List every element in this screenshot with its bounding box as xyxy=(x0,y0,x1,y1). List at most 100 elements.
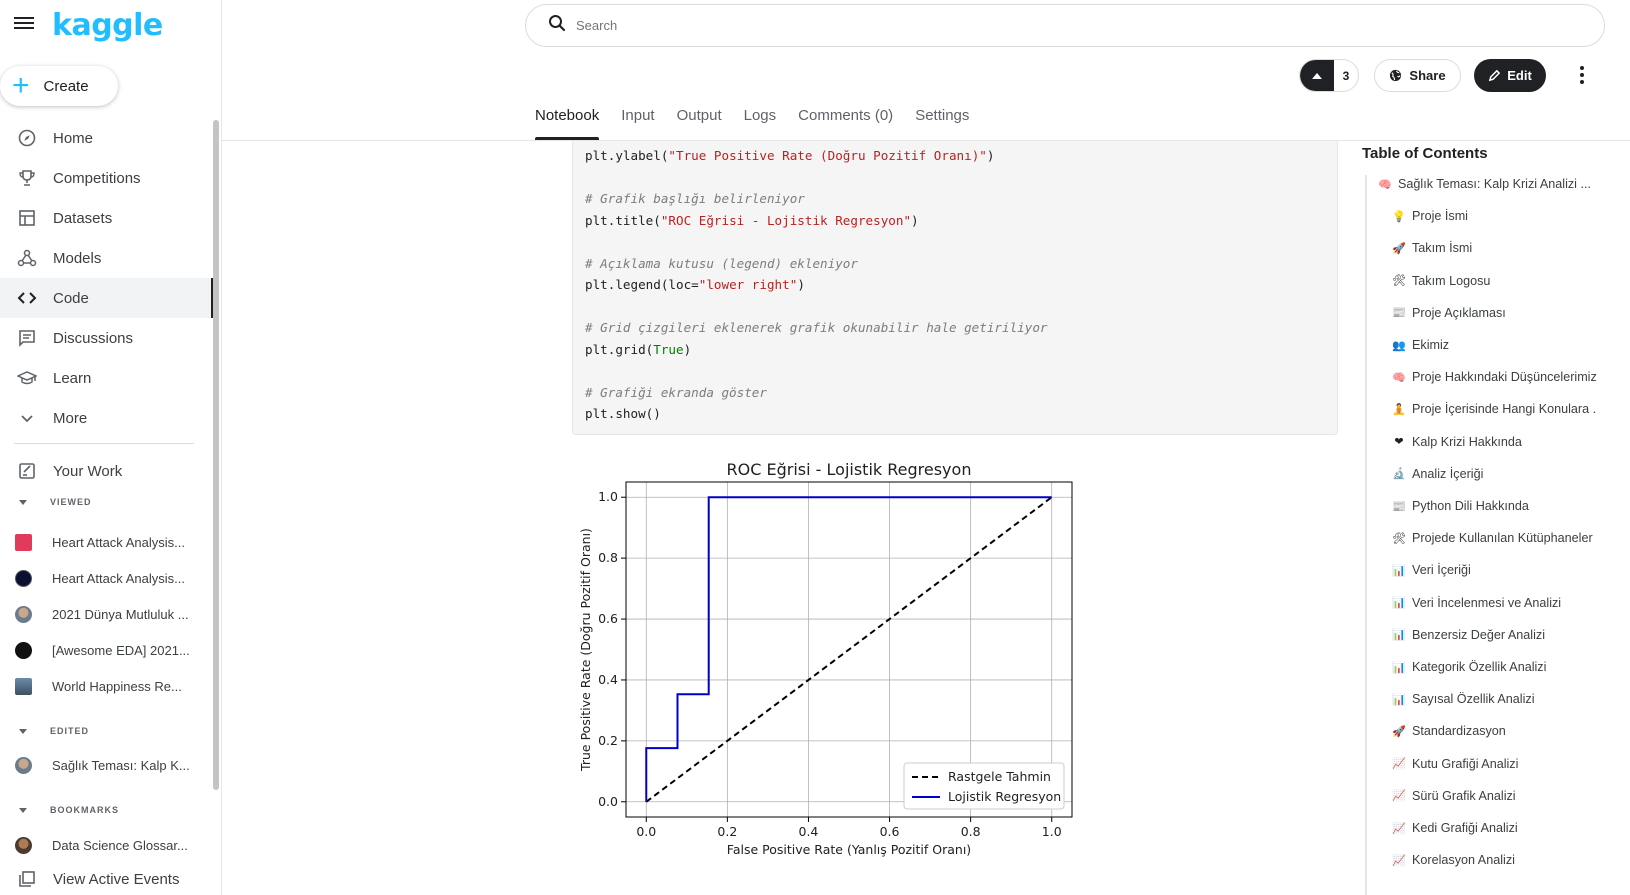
toc-emoji-icon: 📈 xyxy=(1392,758,1406,771)
toc-item[interactable]: 📊 Kategorik Özellik Analizi xyxy=(1391,656,1630,678)
your-work-item[interactable]: Your Work xyxy=(0,451,214,491)
viewed-item[interactable]: [Awesome EDA] 2021... xyxy=(0,635,214,665)
notebook-thumbnail-icon xyxy=(15,569,32,587)
upvote-control[interactable]: 3 xyxy=(1299,59,1359,92)
toc-item[interactable]: 🧠 Proje Hakkındaki Düşüncelerimiz xyxy=(1391,366,1630,388)
toc-item-label: Python Dili Hakkında xyxy=(1412,499,1529,513)
code-cell[interactable]: plt.ylabel("True Positive Rate (Doğru Po… xyxy=(572,141,1338,435)
toc-item[interactable]: 📊 Benzersiz Değer Analizi xyxy=(1391,624,1630,646)
toc-emoji-icon: 📊 xyxy=(1392,661,1406,674)
search-input[interactable] xyxy=(576,18,1476,33)
share-label: Share xyxy=(1409,68,1446,83)
your-work-icon xyxy=(14,462,40,480)
toc-item[interactable]: 💡 Proje İsmi xyxy=(1391,205,1630,227)
edited-section-label: EDITED xyxy=(50,726,90,736)
sidebar-item-models[interactable]: Models xyxy=(0,238,214,278)
code-token: plt.title( xyxy=(585,212,661,228)
chevron-down-icon xyxy=(14,410,40,426)
sidebar-item-learn[interactable]: Learn xyxy=(0,358,214,398)
code-token: # Grafiği ekranda göster xyxy=(585,384,767,400)
notebook-thumbnail-icon xyxy=(15,533,32,551)
toc-item[interactable]: 👥 Ekimiz xyxy=(1391,334,1630,356)
toc-item[interactable]: 📈 Kedi Grafiği Analizi xyxy=(1391,817,1630,839)
code-token: ) xyxy=(911,212,919,228)
toc-item[interactable]: 📰 Python Dili Hakkında xyxy=(1391,495,1630,517)
vote-count: 3 xyxy=(1342,68,1350,83)
kaggle-logo[interactable]: kaggle xyxy=(52,8,163,43)
y-tick-label: 0.2 xyxy=(598,733,618,748)
tab-notebook[interactable]: Notebook xyxy=(535,103,600,140)
sidebar-item-datasets[interactable]: Datasets xyxy=(0,198,214,238)
create-button[interactable]: + Create xyxy=(0,66,118,106)
toc-item[interactable]: 📊 Veri İçeriği xyxy=(1391,559,1630,581)
edited-section-toggle[interactable]: EDITED xyxy=(0,721,89,741)
sidebar-item-competitions[interactable]: Competitions xyxy=(0,158,214,198)
toc-item[interactable]: 📈 Korelasyon Analizi xyxy=(1391,849,1630,871)
legend-label: Rastgele Tahmin xyxy=(948,769,1051,784)
search-bar[interactable] xyxy=(525,4,1605,47)
code-line xyxy=(585,296,1048,318)
sidebar-item-home[interactable]: Home xyxy=(0,118,214,158)
sidebar-item-more[interactable]: More xyxy=(0,398,214,438)
tab-logs[interactable]: Logs xyxy=(743,107,777,124)
share-button[interactable]: Share xyxy=(1374,59,1461,92)
toc-emoji-icon: 🧘 xyxy=(1392,403,1406,416)
toc-item[interactable]: 🛠 Takım Logosu xyxy=(1391,270,1630,292)
tab-output[interactable]: Output xyxy=(676,107,722,124)
toc-item[interactable]: 🛠 Projede Kullanılan Kütüphaneler xyxy=(1391,527,1630,549)
sidebar-scrollbar[interactable] xyxy=(213,120,219,790)
toc-item[interactable]: 🔬 Analiz İçeriği xyxy=(1391,463,1630,485)
viewed-section-toggle[interactable]: VIEWED xyxy=(0,492,92,512)
toc-item-label: Proje İsmi xyxy=(1412,209,1468,224)
tab-comments[interactable]: Comments (0) xyxy=(798,107,894,124)
toc-item[interactable]: 🧠 Sağlık Teması: Kalp Krizi Analizi ... xyxy=(1377,173,1630,195)
trophy-icon xyxy=(14,169,40,187)
toc-emoji-icon: 🧠 xyxy=(1378,178,1392,191)
view-active-events-item[interactable]: View Active Events xyxy=(0,864,214,894)
toc-item[interactable]: 📊 Veri İncelenmesi ve Analizi xyxy=(1391,592,1630,614)
code-line: plt.ylabel("True Positive Rate (Doğru Po… xyxy=(585,145,1048,167)
bookmark-item-label: Data Science Glossar... xyxy=(52,837,188,853)
code-token: "lower right" xyxy=(698,277,798,292)
toc-emoji-icon: 🧠 xyxy=(1392,371,1406,384)
bookmark-item[interactable]: Data Science Glossar... xyxy=(0,830,214,860)
toc-item[interactable]: 🚀 Standardizasyon xyxy=(1391,720,1630,742)
toc-item[interactable]: 📊 Sayısal Özellik Analizi xyxy=(1391,688,1630,710)
toc-item[interactable]: 📈 Kutu Grafiği Analizi xyxy=(1391,753,1630,775)
viewed-item[interactable]: Heart Attack Analysis... xyxy=(0,563,214,593)
viewed-item[interactable]: World Happiness Re... xyxy=(0,671,214,701)
toc-item-label: Proje Hakkındaki Düşüncelerimiz xyxy=(1412,370,1597,385)
toc-item[interactable]: ❤ Kalp Krizi Hakkında xyxy=(1391,431,1630,453)
toc-item-label: Takım Logosu xyxy=(1412,273,1491,288)
bookmarks-section-label: BOOKMARKS xyxy=(50,805,119,815)
code-token: # Grafik başlığı belirleniyor xyxy=(585,191,805,206)
plus-icon: + xyxy=(12,69,30,102)
code-line: # Grid çizgileri eklenerek grafik okunab… xyxy=(585,317,1048,339)
code-token: "True Positive Rate (Doğru Pozitif Oranı… xyxy=(668,148,987,163)
toc-item[interactable]: 🧘 Proje İçerisinde Hangi Konulara . xyxy=(1391,398,1630,420)
edited-item[interactable]: Sağlık Teması: Kalp K... xyxy=(0,750,214,780)
globe-icon xyxy=(1389,69,1402,82)
toc-item-label: Benzersiz Değer Analizi xyxy=(1412,627,1545,642)
tab-input[interactable]: Input xyxy=(621,107,655,124)
viewed-item[interactable]: Heart Attack Analysis... xyxy=(0,527,214,557)
sidebar-item-discussions[interactable]: Discussions xyxy=(0,318,214,358)
tabs-divider xyxy=(222,140,1630,141)
sidebar-item-code[interactable]: Code xyxy=(0,278,214,318)
viewed-item[interactable]: 2021 Dünya Mutluluk ... xyxy=(0,599,214,629)
plot-frame xyxy=(625,481,1073,818)
toc-item[interactable]: 📰 Proje Açıklaması xyxy=(1391,302,1630,324)
x-tick-label: 1.0 xyxy=(1042,824,1062,839)
hamburger-menu-icon[interactable] xyxy=(14,14,34,34)
more-options-icon[interactable] xyxy=(1578,64,1586,86)
sidebar: kaggle + Create Home Competitions Datasets… xyxy=(0,0,222,895)
toc-emoji-icon: 📊 xyxy=(1392,629,1406,642)
code-token: plt.show() xyxy=(585,406,661,421)
upvote-button[interactable] xyxy=(1300,60,1334,91)
toc-item[interactable]: 🚀 Takım İsmi xyxy=(1391,237,1630,259)
edit-button[interactable]: Edit xyxy=(1474,59,1546,92)
x-tick-label: 0.8 xyxy=(961,824,981,839)
bookmarks-section-toggle[interactable]: BOOKMARKS xyxy=(0,800,119,820)
toc-item[interactable]: 📈 Sürü Grafik Analizi xyxy=(1391,785,1630,807)
tab-settings[interactable]: Settings xyxy=(915,107,970,124)
